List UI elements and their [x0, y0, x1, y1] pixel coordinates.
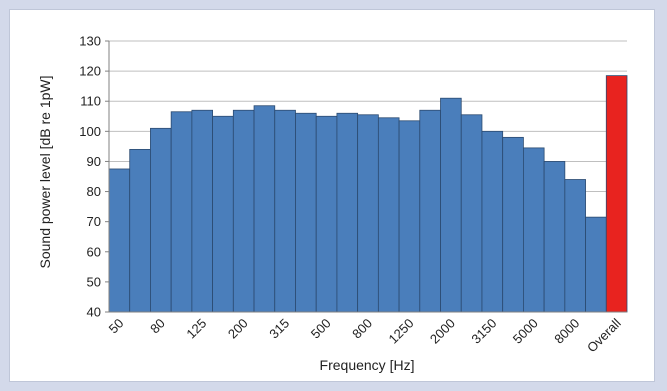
y-tick-label: 120 — [79, 64, 101, 79]
y-tick-label: 70 — [87, 214, 101, 229]
bar — [274, 109, 296, 313]
bar — [398, 120, 421, 313]
bar — [232, 109, 255, 313]
bar-overall — [605, 75, 628, 313]
y-tick-label: 40 — [87, 305, 101, 320]
chart-panel: 40 50 60 70 80 90 100 110 120 130 50 80 125 200 315 50… — [9, 9, 655, 382]
x-tick-label: 200 — [225, 316, 251, 342]
x-tick-labels: 50 80 125 200 315 500 800 1250 2000 3150 5000 8000 O… — [106, 315, 624, 355]
bar — [253, 105, 276, 313]
bar — [170, 111, 193, 313]
x-axis-title: Frequency [Hz] — [320, 357, 415, 373]
x-tick-label: 80 — [147, 316, 168, 337]
bar — [585, 216, 607, 313]
bar — [523, 147, 545, 313]
x-tick-label: 315 — [266, 316, 292, 342]
x-tick-label: 125 — [183, 316, 209, 342]
bar — [377, 117, 400, 313]
axes — [105, 40, 627, 313]
bar — [129, 148, 151, 313]
bar — [502, 136, 524, 313]
bar — [357, 114, 379, 313]
bar — [481, 130, 504, 313]
bar — [295, 112, 317, 313]
bar — [212, 115, 234, 313]
x-tick-label: 8000 — [551, 316, 582, 347]
x-tick-label: 50 — [106, 316, 127, 337]
bar — [150, 127, 172, 313]
x-tick-label: Overall — [584, 315, 624, 355]
bar — [315, 115, 338, 313]
bar — [460, 114, 483, 313]
bar — [336, 112, 359, 313]
y-tick-labels: 40 50 60 70 80 90 100 110 120 130 — [79, 34, 101, 320]
x-tick-label: 500 — [308, 316, 334, 342]
y-tick-label: 130 — [79, 34, 101, 49]
y-tick-label: 90 — [87, 154, 101, 169]
y-tick-label: 100 — [79, 124, 101, 139]
bar — [419, 109, 441, 313]
y-tick-label: 110 — [80, 94, 101, 109]
bar — [543, 161, 566, 313]
x-tick-label: 800 — [349, 316, 375, 342]
y-tick-label: 60 — [87, 244, 101, 259]
bars — [108, 75, 628, 313]
bar — [564, 179, 586, 313]
x-tick-label: 5000 — [510, 316, 541, 347]
y-axis-title: Sound power level [dB re 1pW] — [37, 76, 53, 269]
bar — [108, 168, 131, 313]
x-tick-label: 3150 — [468, 316, 499, 347]
y-tick-label: 50 — [87, 274, 101, 289]
bar — [440, 97, 462, 313]
x-tick-label: 2000 — [427, 316, 458, 347]
x-tick-label: 1250 — [386, 316, 417, 347]
bar — [191, 109, 214, 313]
y-tick-label: 80 — [87, 184, 101, 199]
